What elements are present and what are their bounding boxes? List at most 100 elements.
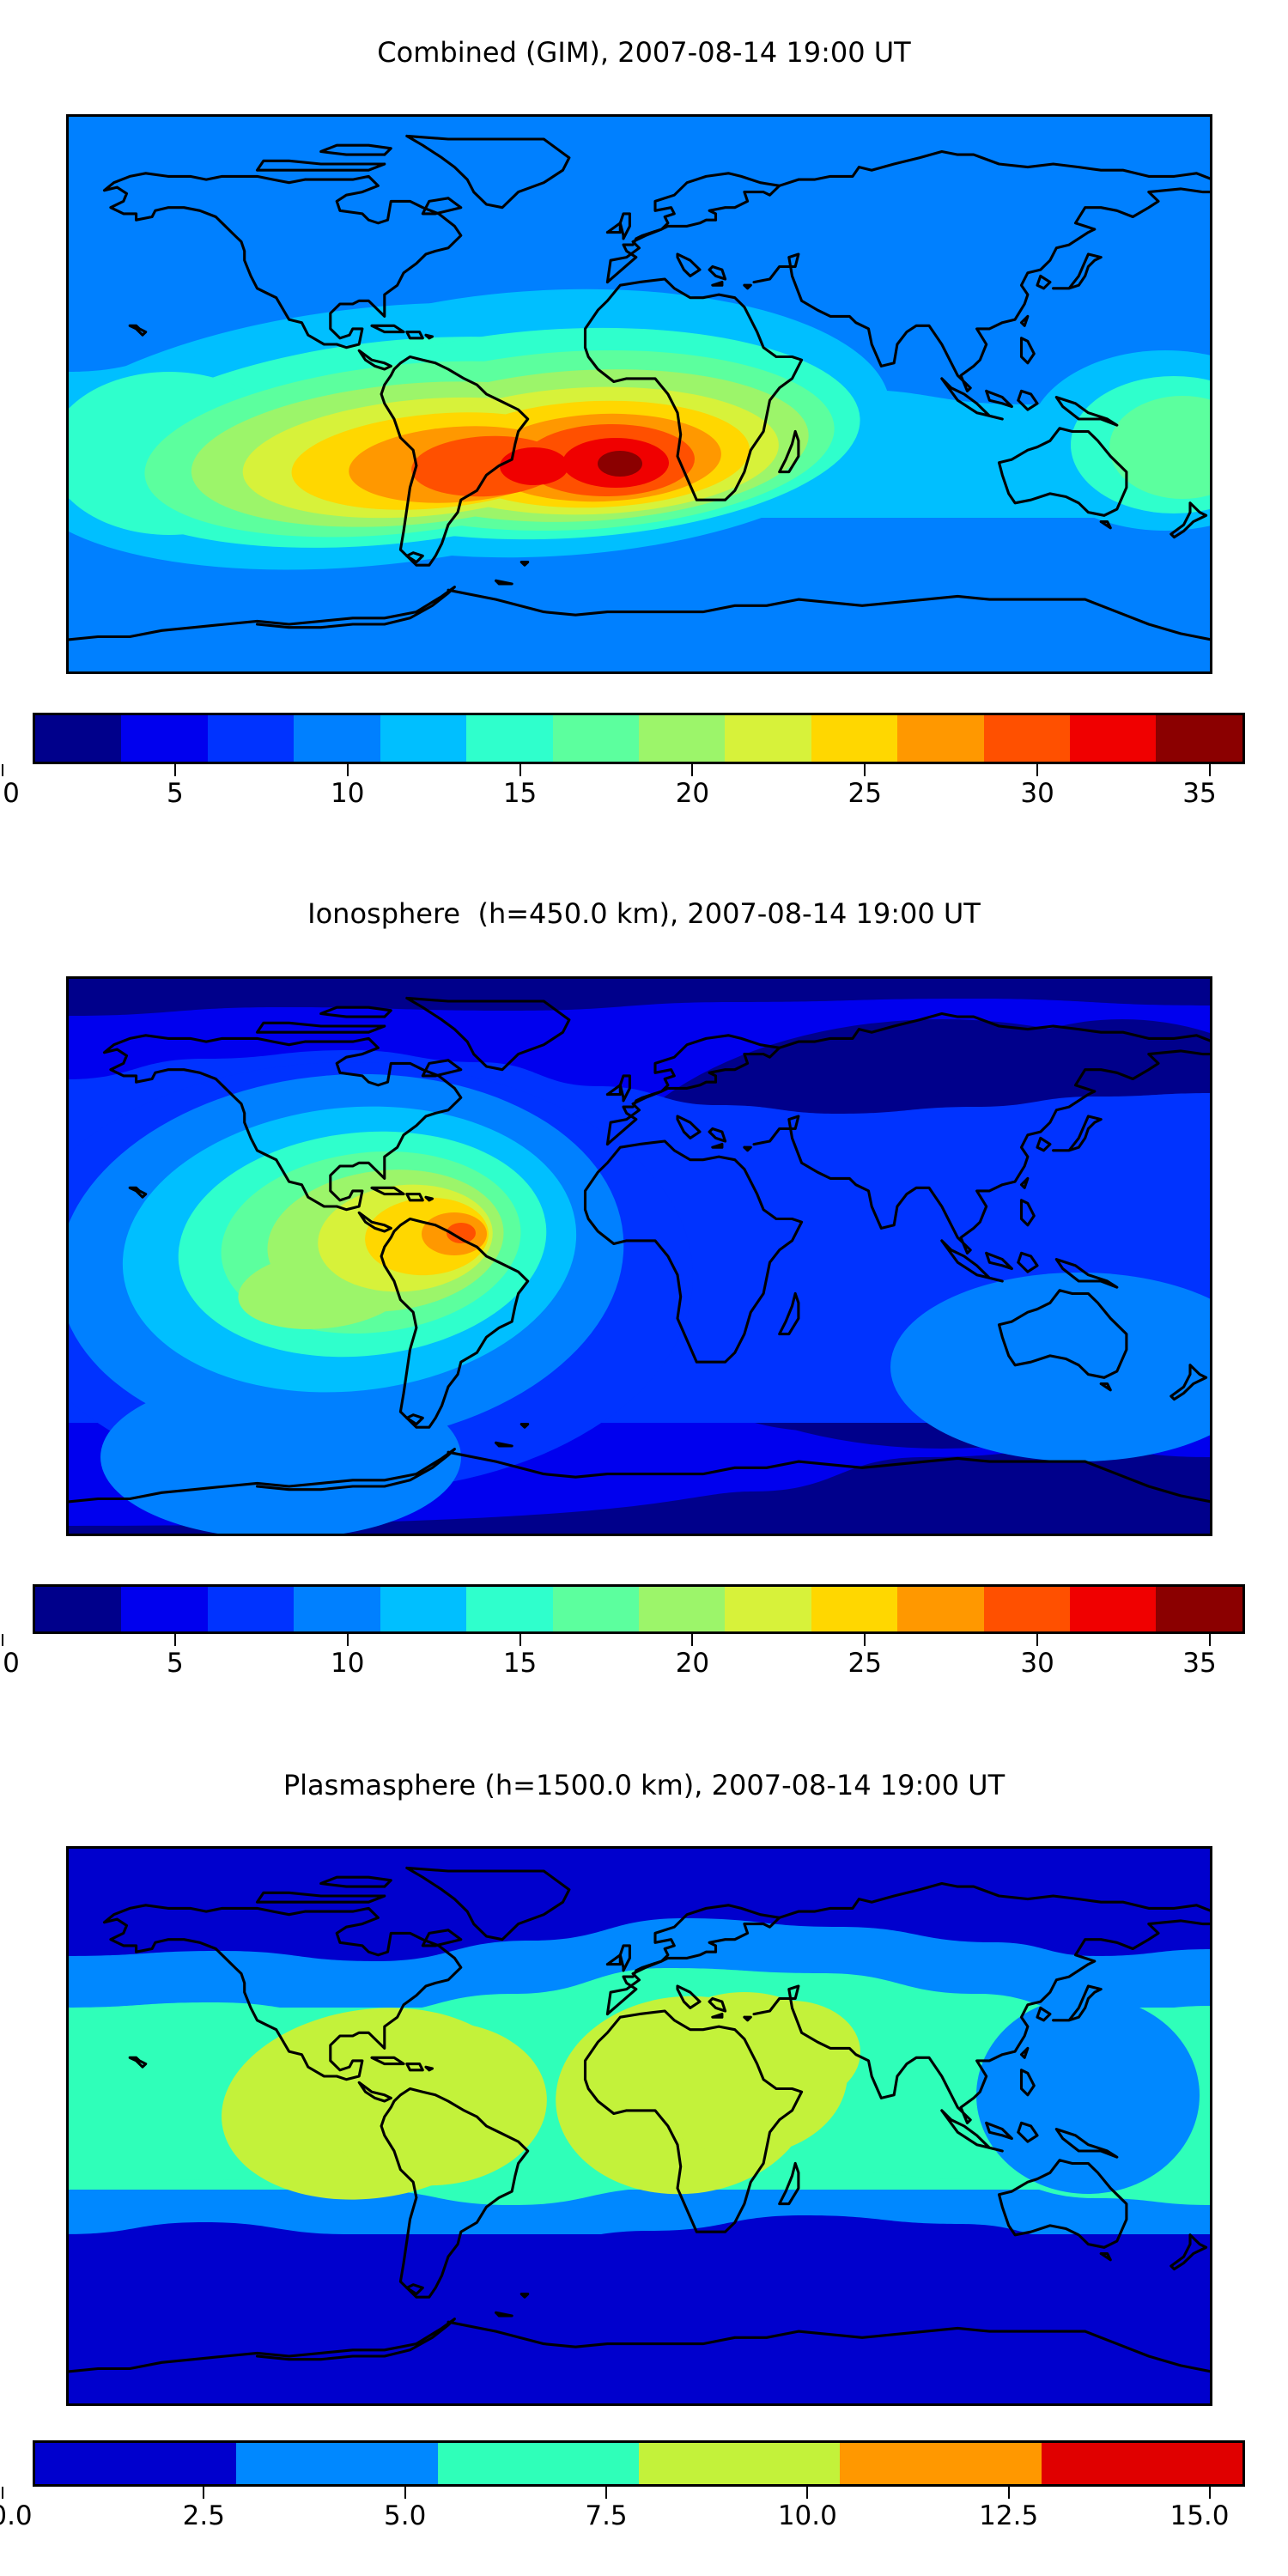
coastline-path <box>997 1289 1128 1379</box>
colorbar-tick-label: 15 <box>502 1648 538 1679</box>
coastline-path <box>128 1186 148 1199</box>
coastline-path <box>605 1953 622 1966</box>
colorbar-tick-label: 0 <box>3 1648 20 1679</box>
coastline-path <box>1036 1136 1052 1152</box>
panel-combined-gim: Combined (GIM), 2007-08-14 19:00 UT 0 5 10… <box>0 0 1288 859</box>
colorbar-band <box>552 1587 639 1631</box>
colorbar-tick <box>346 764 349 776</box>
coastline-path <box>421 197 463 216</box>
colorbar-tick <box>1036 764 1039 776</box>
colorbar-band <box>35 2443 237 2484</box>
coastline-path <box>1017 389 1039 411</box>
coastline-path <box>583 1139 804 1364</box>
coastline-path <box>778 2161 800 2206</box>
coastline-path <box>357 2081 392 2103</box>
colorbar-tick-label: 25 <box>848 778 883 809</box>
colorbar-tick <box>173 764 176 776</box>
colorbar-tick <box>864 764 866 776</box>
colorbar-tick-label: 5 <box>166 1648 184 1679</box>
coastline-path <box>128 2056 148 2069</box>
colorbar-tick <box>806 2487 809 2499</box>
coastline-path <box>1170 1364 1208 1401</box>
coastline-path <box>405 996 571 1072</box>
colorbar-band <box>294 715 380 762</box>
colorbar-band <box>294 1587 380 1631</box>
colorbar-tick-label: 10 <box>330 778 365 809</box>
coastline-path <box>128 324 148 337</box>
coastline-path <box>405 2283 424 2296</box>
colorbar-band <box>638 2443 841 2484</box>
colorbar-tick <box>2 1634 3 1646</box>
coastline-path <box>743 1145 752 1152</box>
colorbar-tick-label: 20 <box>675 778 710 809</box>
map-canvas-ionosphere <box>66 976 1212 1536</box>
coastline-path <box>940 377 1004 421</box>
coastline-path <box>319 1005 392 1018</box>
colorbar-band <box>552 715 639 762</box>
coastline-path <box>1099 1382 1112 1392</box>
coastline-path <box>1019 2046 1030 2059</box>
coastline-path <box>405 1413 424 1426</box>
coastline-path <box>102 172 463 349</box>
map-combined-gim <box>66 114 1212 674</box>
colorbar-band <box>983 715 1071 762</box>
colorbar-axis-combined: 0 5 10 15 20 25 30 35 <box>0 764 1288 816</box>
colorbar-band <box>35 715 122 762</box>
coastline-path <box>778 1012 1212 1049</box>
colorbar-axis-plasmasphere: 0.0 2.5 5.0 7.5 10.0 12.5 15.0 <box>0 2487 1288 2538</box>
coastline-path <box>495 579 513 586</box>
coastline-path <box>380 1217 530 1429</box>
coastline-path <box>405 551 424 564</box>
colorbar-tick <box>2 764 3 776</box>
colorbar-tick <box>605 2487 607 2499</box>
colorbar-tick <box>864 1634 866 1646</box>
colorbar-tick-label: 5.0 <box>384 2500 427 2531</box>
map-border-combined <box>66 114 1212 674</box>
coastline-path <box>997 427 1128 517</box>
colorbar-tick <box>691 1634 694 1646</box>
map-canvas-plasmasphere <box>66 1846 1212 2406</box>
map-ionosphere <box>66 976 1212 1536</box>
colorbar-band <box>638 1587 726 1631</box>
coastline-path <box>405 1866 571 1941</box>
coastline-path <box>102 1034 463 1212</box>
coastline-path <box>711 1143 724 1149</box>
coastline-path <box>405 2063 424 2072</box>
colorbar-tick-label: 10.0 <box>777 2500 837 2531</box>
colorbar-band <box>1156 1587 1242 1631</box>
coastline-path <box>618 212 631 240</box>
colorbar-band <box>121 1587 208 1631</box>
colorbar-band <box>897 715 984 762</box>
colorbar-tick <box>1007 2487 1010 2499</box>
coastline-path <box>495 2311 513 2318</box>
coastline-path <box>708 1996 727 2013</box>
coastline-path <box>778 429 800 474</box>
coastline-path <box>370 2056 405 2066</box>
colorbar-tick <box>519 1634 521 1646</box>
colorbar-band <box>638 715 726 762</box>
colorbar-band <box>811 715 898 762</box>
colorbar-swatches-combined <box>33 713 1245 764</box>
coastline-path <box>357 1211 392 1233</box>
colorbar-tick <box>1209 2487 1211 2499</box>
colorbar-tick-label: 35 <box>1182 1648 1217 1679</box>
coastline-path <box>1052 1115 1103 1152</box>
coastline-path <box>370 324 405 334</box>
coastline-path <box>605 172 781 284</box>
colorbar-tick-label: 0 <box>3 778 20 809</box>
panel-title-combined: Combined (GIM), 2007-08-14 19:00 UT <box>377 36 911 69</box>
colorbar-tick-label: 35 <box>1182 778 1217 809</box>
colorbar-band <box>35 1587 122 1631</box>
coastline-path <box>711 281 724 287</box>
map-border-plasmasphere <box>66 1846 1212 2406</box>
contour-band <box>66 1450 1212 1536</box>
colorbar-tick-label: 30 <box>1020 778 1054 809</box>
colorbar-band <box>725 715 811 762</box>
coastline-path <box>940 1239 1004 1283</box>
colorbar-tick <box>203 2487 205 2499</box>
colorbar-band <box>466 715 553 762</box>
coastline-path <box>421 1059 463 1078</box>
coastline-path <box>421 1929 463 1947</box>
coastline-path <box>424 1195 434 1202</box>
coastline-path <box>1052 1984 1103 2022</box>
